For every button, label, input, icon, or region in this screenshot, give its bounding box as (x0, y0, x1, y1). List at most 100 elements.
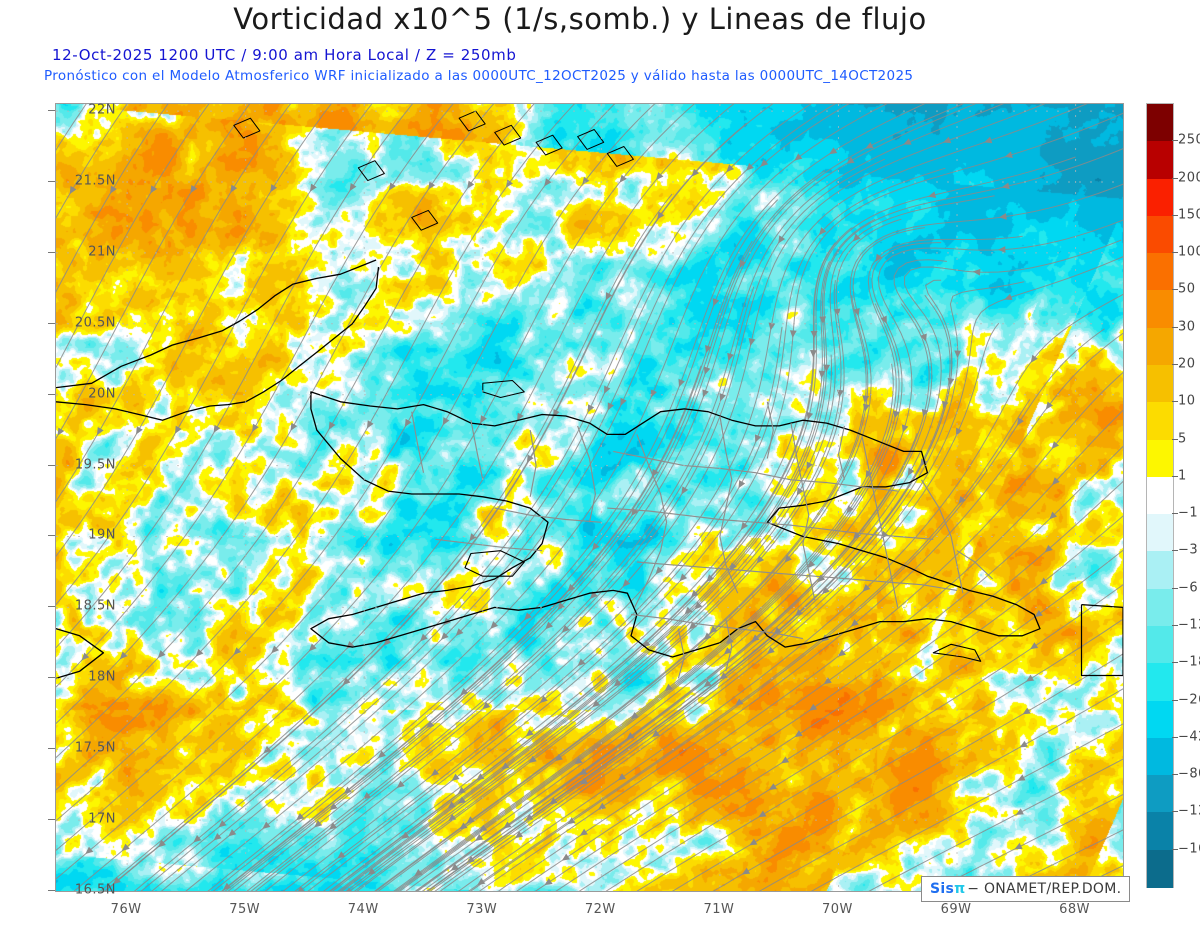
streamline-arrow (213, 832, 222, 841)
streamline-arrow (740, 521, 749, 530)
streamline-arrow (719, 672, 728, 680)
province-border-path (630, 613, 804, 640)
streamline-arrow (1052, 477, 1060, 486)
streamline-arrow (1034, 609, 1043, 618)
streamline (264, 104, 1046, 891)
streamline (329, 227, 853, 891)
streamline (349, 195, 995, 891)
streamline-arrow (450, 863, 459, 871)
streamline-arrow (195, 648, 204, 657)
streamline-arrow (748, 338, 756, 347)
streamline-arrow (875, 253, 883, 262)
streamline-arrow (270, 184, 278, 193)
streamline-arrow (479, 824, 488, 832)
province-border-path (411, 411, 425, 473)
streamline-arrow (574, 757, 583, 765)
streamline-arrow (823, 677, 832, 685)
lon-tick-label: 75W (229, 902, 261, 917)
streamline-arrow (539, 695, 548, 704)
streamline (534, 445, 1123, 891)
colorbar-tick-mark (1172, 736, 1178, 738)
streamline-arrow (1039, 577, 1048, 585)
streamline-arrow (329, 822, 338, 830)
lon-tick-label: 74W (347, 902, 379, 917)
streamline (810, 723, 1123, 891)
colorbar-tick-label: 30 (1178, 319, 1196, 335)
streamline-arrow (448, 813, 457, 822)
colorbar-tick-mark (1172, 625, 1178, 626)
streamline-arrow (388, 182, 396, 191)
province-border-path (577, 425, 596, 523)
streamline-arrow (174, 425, 182, 434)
streamline-arrow (928, 191, 937, 198)
province-border-path (719, 415, 739, 594)
colorbar-band (1147, 439, 1173, 478)
streamline-arrow (880, 315, 887, 324)
streamline (345, 354, 833, 891)
province-border-path (634, 434, 668, 608)
streamline (140, 282, 656, 891)
streamline-arrow (475, 833, 484, 841)
colorbar-tick-label: −160 (1178, 841, 1200, 857)
lon-tick-label: 71W (703, 902, 735, 917)
colorbar-tick-label: −42 (1178, 729, 1200, 745)
streamline (56, 104, 695, 880)
streamline-arrow (746, 162, 754, 171)
streamline-arrow (337, 851, 346, 859)
streamline-arrow (958, 495, 966, 504)
streamline-arrow (447, 801, 456, 809)
streamline-arrow (1014, 842, 1023, 850)
streamline-arrow (723, 647, 732, 655)
streamline (421, 239, 1122, 891)
streamline-arrow (1051, 441, 1060, 450)
streamline-arrow (589, 591, 598, 599)
lon-tick-label: 72W (584, 902, 616, 917)
streamline-arrow (110, 185, 117, 194)
coastline-path (310, 391, 1041, 658)
streamline-arrow (271, 645, 279, 654)
streamline-arrow (650, 389, 658, 398)
streamline-arrow (604, 385, 611, 394)
streamline-arrow (703, 366, 711, 375)
streamline-arrow (121, 843, 130, 852)
streamline-arrow (314, 820, 323, 828)
streamline-arrow (656, 172, 664, 181)
streamline-arrow (780, 756, 790, 764)
streamline-arrow (112, 876, 121, 885)
colorbar-tick-mark (1172, 699, 1178, 701)
streamline (356, 218, 902, 891)
province-border-path (636, 561, 958, 591)
streamline-arrow (853, 531, 861, 540)
province-border-path (613, 450, 898, 492)
lat-tick-mark (48, 322, 55, 324)
streamline (56, 104, 575, 791)
streamline-arrow (480, 415, 487, 424)
streamline-arrow (865, 469, 873, 479)
streamline-arrow (190, 184, 198, 194)
streamline-arrow (582, 176, 590, 185)
lat-tick-mark (48, 180, 55, 182)
streamline-arrow (1017, 774, 1026, 781)
streamline-arrow (684, 606, 693, 615)
colorbar-tick-label: −18 (1178, 654, 1200, 670)
colorbar-band (1147, 626, 1173, 664)
streamline-arrow (69, 185, 77, 195)
streamline (429, 281, 1025, 891)
colorbar-tick-label: −6 (1178, 580, 1199, 596)
streamline (468, 399, 1031, 891)
streamline-arrow (735, 698, 744, 706)
watermark-brand-sis: Sis (930, 880, 955, 897)
streamline-arrow (467, 180, 475, 189)
colorbar-band (1147, 402, 1173, 441)
streamline-arrow (796, 487, 804, 496)
lat-tick-label: 19N (88, 527, 116, 543)
streamline-arrow (459, 822, 468, 830)
streamline-arrow (741, 867, 751, 875)
streamline-arrow (1049, 511, 1058, 520)
colorbar-tick-label: 100 (1178, 244, 1200, 260)
streamline-arrow (431, 768, 440, 777)
province-border-path (470, 420, 484, 480)
colorbar-tick-label: −80 (1178, 766, 1200, 782)
streamline (103, 122, 748, 891)
colorbar-band (1147, 514, 1173, 553)
